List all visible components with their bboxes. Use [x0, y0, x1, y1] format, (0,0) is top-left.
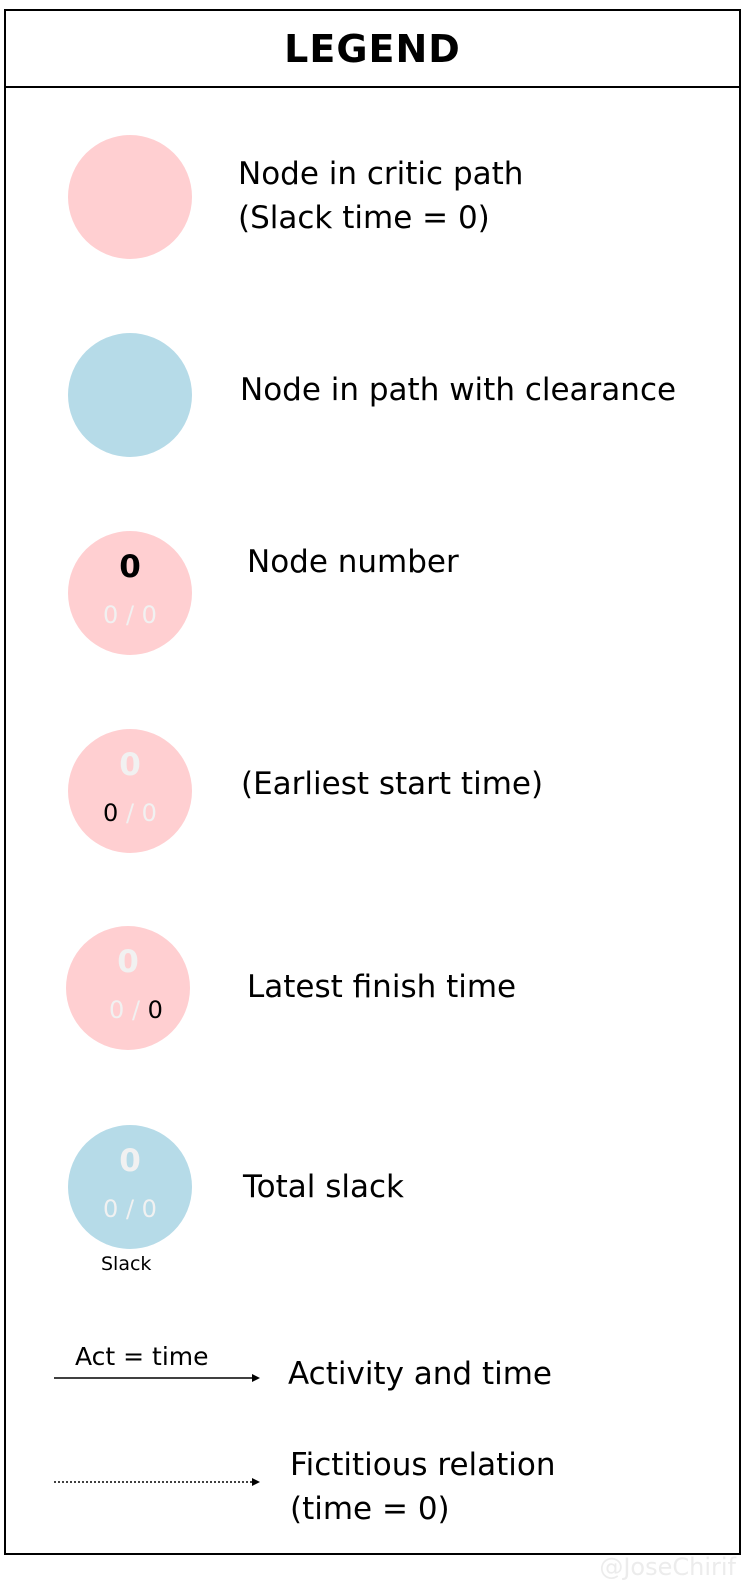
latest-finish-value: 0 — [141, 799, 157, 827]
earliest-start-example: 0 0 / 0 — [68, 729, 192, 853]
node-number-value: 0 — [119, 1143, 141, 1179]
node-number-label: Node number — [247, 544, 459, 580]
earliest-start-label: (Earliest start time) — [241, 766, 544, 802]
node-number-value: 0 — [119, 747, 141, 783]
latest-finish-example: 0 0 / 0 — [66, 926, 190, 1050]
node-times: 0 / 0 — [68, 601, 192, 629]
node-number-value: 0 — [117, 944, 139, 980]
earliest-start-value: 0 — [109, 996, 125, 1024]
latest-finish-value: 0 — [147, 996, 163, 1024]
fictitious-label-line1: Fictitious relation — [290, 1447, 556, 1483]
critical-node-label-line1: Node in critic path — [238, 156, 524, 192]
fictitious-label: Fictitious relation (time = 0) — [290, 1443, 556, 1531]
earliest-start-value: 0 — [103, 799, 119, 827]
node-number-example: 0 0 / 0 — [68, 531, 192, 655]
legend-title: LEGEND — [6, 11, 739, 88]
time-separator: / — [124, 996, 148, 1024]
critical-node-swatch — [68, 135, 192, 259]
activity-label: Activity and time — [288, 1356, 552, 1392]
fictitious-label-line2: (time = 0) — [290, 1491, 450, 1527]
legend-frame: LEGEND — [4, 9, 741, 1555]
total-slack-label: Total slack — [243, 1169, 405, 1205]
watermark: @JoseChirif — [599, 1553, 736, 1581]
activity-arrow — [54, 1374, 260, 1382]
time-separator: / — [118, 1195, 142, 1223]
latest-finish-label: Latest finish time — [247, 969, 517, 1005]
clearance-node-swatch — [68, 333, 192, 457]
node-number-value: 0 — [119, 549, 141, 585]
node-times: 0 / 0 — [68, 799, 192, 827]
slack-caption: Slack — [101, 1253, 152, 1275]
slack-example: 0 0 / 0 — [68, 1125, 192, 1249]
critical-node-label-line2: (Slack time = 0) — [238, 200, 490, 236]
clearance-node-label: Node in path with clearance — [240, 372, 677, 408]
activity-arrow-label: Act = time — [75, 1342, 209, 1371]
time-separator: / — [118, 799, 142, 827]
earliest-start-value: 0 — [103, 601, 119, 629]
latest-finish-value: 0 — [141, 1195, 157, 1223]
node-times: 0 / 0 — [74, 996, 198, 1024]
time-separator: / — [118, 601, 142, 629]
fictitious-arrow — [54, 1478, 260, 1486]
node-times: 0 / 0 — [68, 1195, 192, 1223]
latest-finish-value: 0 — [141, 601, 157, 629]
critical-node-label: Node in critic path (Slack time = 0) — [238, 152, 523, 240]
earliest-start-value: 0 — [103, 1195, 119, 1223]
